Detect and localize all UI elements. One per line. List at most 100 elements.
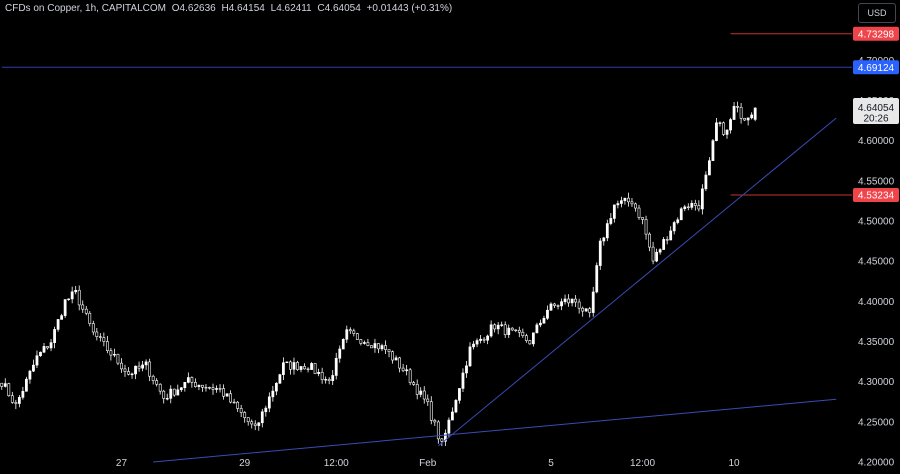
candle-body — [310, 363, 313, 370]
candle-body — [468, 346, 472, 367]
candle-body — [584, 308, 588, 312]
candle-body — [116, 353, 120, 364]
candle-body — [95, 331, 99, 337]
candle-body — [225, 393, 229, 397]
symbol-title[interactable]: CFDs on Copper, 1h, CAPITALCOM — [5, 3, 166, 14]
candle-body — [317, 372, 321, 374]
candle-body — [539, 322, 542, 326]
y-tick-label: 4.40000 — [858, 297, 895, 308]
candle-body — [232, 401, 236, 404]
candle-body — [616, 203, 620, 206]
candle-body — [352, 330, 356, 334]
candle-body — [623, 197, 627, 201]
candle-body — [679, 208, 683, 221]
candle-body — [56, 319, 60, 330]
candle-body — [746, 117, 750, 121]
candle-body — [250, 421, 254, 425]
candle-body — [370, 345, 373, 349]
x-tick-label: Feb — [419, 458, 437, 469]
candle-body — [662, 239, 666, 250]
candle-body — [514, 329, 518, 332]
candle-body — [475, 340, 479, 345]
candle-body — [750, 114, 754, 119]
candle-body — [479, 338, 482, 341]
candle-body — [451, 411, 454, 421]
candle-body — [42, 346, 46, 353]
candle-body — [415, 384, 419, 395]
candle-body — [165, 398, 169, 400]
time-axis[interactable]: 27 29 12:00 Feb 5 12:00 10 — [116, 458, 740, 469]
candle-body — [14, 402, 18, 404]
candle-body — [274, 382, 278, 392]
candle-body — [345, 329, 349, 340]
candle-body — [341, 338, 345, 350]
currency-button[interactable]: USD — [858, 3, 896, 23]
candle-body — [127, 371, 130, 375]
upper-trendline[interactable] — [438, 117, 837, 447]
candle-body — [655, 251, 658, 262]
candle-body — [743, 117, 747, 121]
x-tick-label: 10 — [728, 458, 740, 469]
candle-body — [391, 351, 394, 361]
candle-body — [348, 329, 352, 332]
candle-body — [581, 307, 585, 312]
candle-body — [338, 348, 342, 359]
y-tick-label: 4.45000 — [858, 257, 895, 268]
y-tick-label: 4.35000 — [858, 337, 895, 348]
candle-body — [426, 398, 430, 402]
x-tick-label: 5 — [548, 458, 554, 469]
candle-body — [598, 240, 602, 266]
candle-body — [289, 361, 292, 370]
candle-body — [454, 400, 458, 413]
x-tick-label: 27 — [116, 458, 128, 469]
candle-body — [208, 387, 211, 389]
red-level-low-price-tag[interactable] — [853, 187, 899, 202]
candle-body — [690, 203, 694, 208]
candle-body — [10, 395, 14, 403]
candle-body — [465, 365, 468, 374]
y-tick-label: 4.55000 — [858, 176, 895, 187]
candle-body — [155, 380, 159, 385]
ohlc-open: O4.62636 — [171, 3, 216, 14]
candle-body — [637, 207, 641, 218]
candle-body — [102, 337, 106, 342]
candle-body — [158, 383, 162, 392]
candle-body — [63, 299, 67, 316]
candle-body — [524, 335, 528, 341]
candle-body — [243, 412, 247, 418]
candle-body — [313, 363, 317, 374]
candle-body — [458, 388, 461, 401]
candle-body — [148, 361, 152, 377]
candle-body — [380, 345, 384, 350]
candle-body — [162, 390, 166, 399]
candle-body — [211, 387, 215, 390]
candle-body — [634, 203, 637, 209]
candle-body — [609, 218, 613, 224]
candle-body — [384, 345, 387, 350]
candle-body — [708, 160, 711, 176]
candle-body — [620, 200, 623, 204]
candle-body — [556, 305, 560, 307]
blue-level-price-tag[interactable] — [853, 60, 899, 75]
lower-trendline[interactable] — [153, 398, 837, 463]
candle-body — [35, 355, 39, 366]
candle-body — [725, 129, 729, 135]
candle-body — [507, 327, 511, 335]
candle-body — [658, 249, 662, 253]
red-level-top-price-text: 4.73298 — [858, 29, 895, 40]
candle-body — [67, 298, 71, 301]
candle-body — [732, 105, 736, 120]
candle-body — [39, 351, 42, 357]
candle-body — [246, 417, 250, 423]
current-price-text: 4.64054 — [858, 103, 895, 114]
candle-body — [546, 309, 549, 319]
candle-body — [739, 106, 743, 119]
candle-body — [222, 388, 225, 397]
candle-body — [183, 382, 187, 389]
red-level-top-price-tag[interactable] — [853, 26, 899, 41]
candle-body — [74, 289, 78, 293]
ohlc-low: L4.62411 — [270, 3, 312, 14]
bar-countdown-text: 20:26 — [863, 114, 888, 125]
candle-body — [648, 233, 651, 248]
